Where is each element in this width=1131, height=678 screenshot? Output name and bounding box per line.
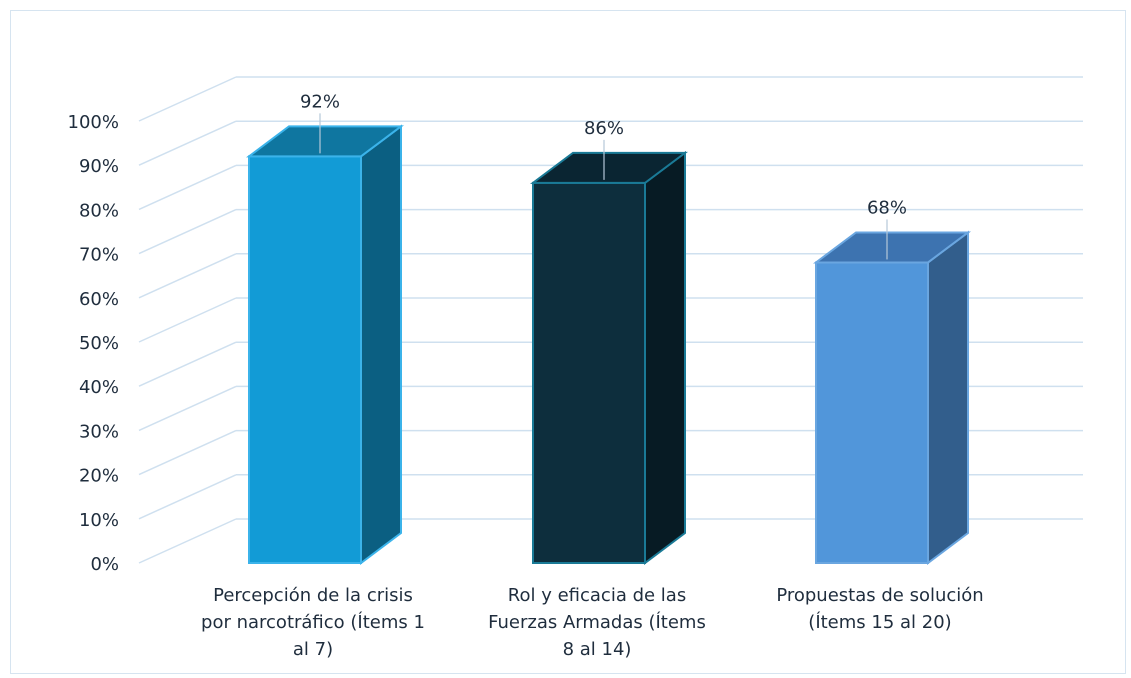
grid-diagonal-4 (138, 341, 237, 387)
bar-top (246, 125, 404, 158)
x-category-label: (Ítems 15 al 20) (808, 611, 951, 633)
grid-diagonal-10 (138, 76, 237, 122)
y-tick-label: 100% (68, 112, 119, 133)
grid-diagonal-3 (138, 385, 237, 432)
x-category-label: Fuerzas Armadas (Ítems (488, 611, 706, 633)
grid-diagonal-9 (138, 120, 237, 166)
bar-top (530, 151, 688, 184)
data-labels: 92% 86% 68% (300, 91, 907, 260)
grid-diagonal-5 (138, 297, 237, 343)
bars (246, 124, 971, 565)
y-tick-label: 0% (90, 554, 119, 575)
y-tick-label: 30% (79, 421, 119, 442)
bar-front (815, 261, 929, 564)
x-category-label: Rol y eficacia de las (508, 585, 686, 606)
bar (246, 124, 404, 565)
y-tick-label: 90% (79, 156, 119, 177)
bar-side (644, 150, 686, 565)
grid-diagonal-1 (138, 474, 237, 520)
bar-side (360, 124, 402, 565)
bar-side (927, 230, 969, 565)
bar (813, 230, 971, 565)
y-tick-label: 80% (79, 200, 119, 221)
grid-diagonal-0 (138, 518, 237, 564)
data-label: 68% (867, 197, 907, 218)
y-tick-label: 40% (79, 377, 119, 398)
grid-diagonal-2 (138, 429, 237, 476)
x-category-label: Percepción de la crisis (213, 585, 413, 606)
bar-front (248, 155, 362, 565)
x-axis-categories: Percepción de la crisis por narcotráfico … (201, 585, 984, 660)
y-tick-label: 50% (79, 333, 119, 354)
y-tick-label: 60% (79, 289, 119, 310)
grid-diagonal-8 (138, 164, 237, 211)
grid-diagonal-6 (138, 253, 237, 299)
bar-front (532, 181, 646, 564)
x-category-label: al 7) (293, 639, 333, 660)
y-tick-label: 70% (79, 245, 119, 266)
data-label: 86% (584, 118, 624, 139)
bar-chart: 0% 10% 20% 30% 40% 50% 60% 70% 80% 90% 100% 92% 86%… (68, 76, 1083, 660)
x-category-label: por narcotráfico (Ítems 1 (201, 611, 425, 633)
y-tick-label: 10% (79, 510, 119, 531)
grid-diagonal-7 (138, 208, 237, 255)
x-category-label: Propuestas de solución (776, 585, 983, 606)
bar-top (813, 231, 971, 264)
y-tick-label: 20% (79, 466, 119, 487)
chart-frame: 0% 10% 20% 30% 40% 50% 60% 70% 80% 90% 100% 92% 86%… (10, 10, 1126, 674)
y-axis: 0% 10% 20% 30% 40% 50% 60% 70% 80% 90% 100% (68, 112, 119, 575)
data-label: 92% (300, 91, 340, 112)
x-category-label: 8 al 14) (563, 639, 632, 660)
bar (530, 150, 688, 565)
